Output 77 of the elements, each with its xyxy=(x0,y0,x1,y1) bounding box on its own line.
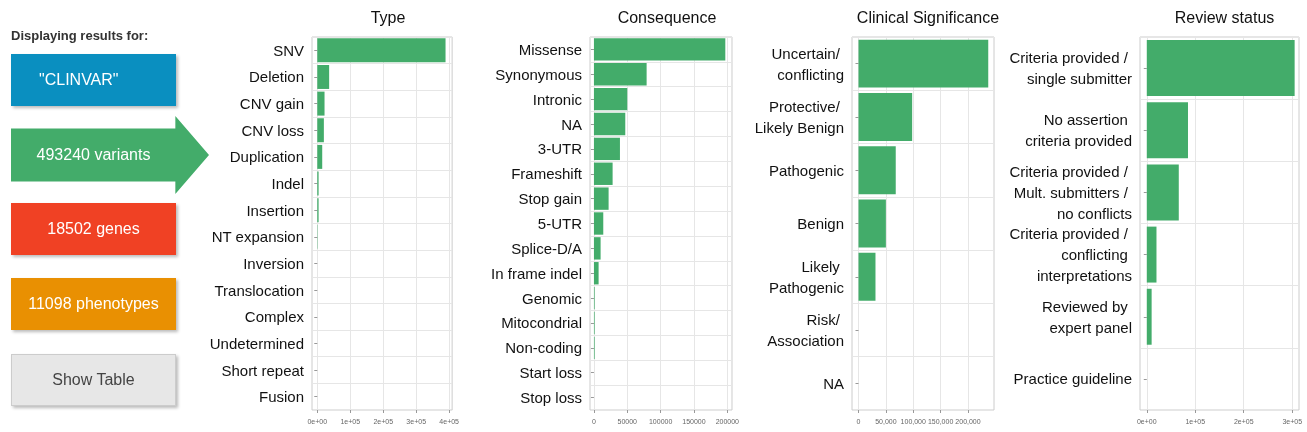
y-tick-label: 5-UTR xyxy=(537,215,583,232)
y-tick-label: In frame indel xyxy=(491,264,582,282)
y-tick-label: SNV xyxy=(273,41,304,59)
bar xyxy=(1146,164,1179,221)
y-tick-label: Deletion xyxy=(248,68,304,86)
bar xyxy=(1146,226,1157,283)
y-tick-label: 3-UTR xyxy=(537,140,583,158)
y-tick-label: Duplication xyxy=(229,148,304,166)
y-tick-label: Criteria provided / conflicting interpretations xyxy=(1009,225,1132,285)
y-tick-label: Translocation xyxy=(214,281,304,299)
y-tick-label: CNV gain xyxy=(239,95,304,113)
text: 11098 phenotypes xyxy=(11,278,176,330)
y-tick-label: Synonymous xyxy=(495,65,582,83)
bar xyxy=(593,262,599,285)
chart-title: Clinical Significance xyxy=(856,8,1000,26)
y-tick-label: Protective/ Likely Benign xyxy=(754,97,844,136)
text: 18502 genes xyxy=(11,203,176,255)
y-tick-label: Non-coding xyxy=(505,339,582,357)
y-tick-label: Intronic xyxy=(532,90,583,108)
y-tick-label: NT expansion xyxy=(211,228,304,246)
y-tick-label: Inversion xyxy=(243,254,304,272)
chart-title: Consequence xyxy=(617,8,717,26)
y-tick-label: Indel xyxy=(271,175,304,193)
y-tick-label: NA xyxy=(823,374,844,392)
bar xyxy=(858,39,989,88)
bar xyxy=(593,137,620,161)
y-tick-label: Genomic xyxy=(521,289,583,307)
y-tick-label: Short repeat xyxy=(221,361,305,379)
y-tick-label: Stop gain xyxy=(518,190,582,208)
bar xyxy=(593,87,628,111)
y-tick-label: Frameshift xyxy=(511,165,583,183)
bar xyxy=(858,199,886,248)
y-tick-label: Uncertain/ conflicting xyxy=(771,44,844,83)
y-tick-label: Risk/ Association xyxy=(767,311,844,350)
bar xyxy=(593,162,613,185)
bar xyxy=(1146,102,1188,159)
y-tick-label: Stop loss xyxy=(520,389,582,407)
chart-title: Review status xyxy=(1174,8,1275,26)
text: 493240 variants xyxy=(11,116,209,194)
y-tick-label: Pathogenic xyxy=(768,161,845,179)
chart-title: Type xyxy=(370,8,406,26)
text: Displaying results for: xyxy=(11,28,149,43)
bar xyxy=(858,146,896,195)
bar xyxy=(593,63,647,86)
y-tick-label: Fusion xyxy=(258,388,304,406)
y-tick-label: Complex xyxy=(244,308,305,326)
bar xyxy=(858,252,876,301)
bar xyxy=(593,237,601,260)
y-tick-label: NA xyxy=(561,115,582,133)
y-tick-label: Splice-D/A xyxy=(511,239,582,257)
y-tick-label: Benign xyxy=(797,215,844,232)
y-tick-label: Missense xyxy=(518,40,582,58)
bar xyxy=(593,212,604,235)
bar xyxy=(317,144,323,169)
bar xyxy=(317,118,324,143)
y-tick-label: Start loss xyxy=(519,364,582,382)
text: "CLINVAR" xyxy=(11,54,176,106)
bar xyxy=(317,64,330,89)
bar xyxy=(317,91,325,116)
y-tick-label: Likely Pathogenic xyxy=(768,257,845,296)
y-tick-label: Mitocondrial xyxy=(501,314,582,332)
y-tick-label: Criteria provided / single submitter xyxy=(1009,49,1132,88)
y-tick-label: No assertion criteria provided xyxy=(1025,111,1132,150)
y-tick-label: Criteria provided / Mult. submitters / no conflicts xyxy=(1009,162,1132,222)
y-tick-label: Insertion xyxy=(246,201,304,219)
y-tick-label: Undetermined xyxy=(209,334,304,352)
bar xyxy=(593,38,726,61)
bar xyxy=(593,187,609,210)
bar xyxy=(593,112,626,136)
bar xyxy=(1146,288,1152,345)
y-tick-label: CNV loss xyxy=(241,121,304,139)
bar xyxy=(858,92,913,141)
y-tick-label: Practice guideline xyxy=(1013,370,1132,388)
text: Show Table xyxy=(11,354,176,406)
bar xyxy=(1146,40,1295,97)
bar xyxy=(317,38,446,63)
y-tick-label: Reviewed by expert panel xyxy=(1041,297,1132,336)
